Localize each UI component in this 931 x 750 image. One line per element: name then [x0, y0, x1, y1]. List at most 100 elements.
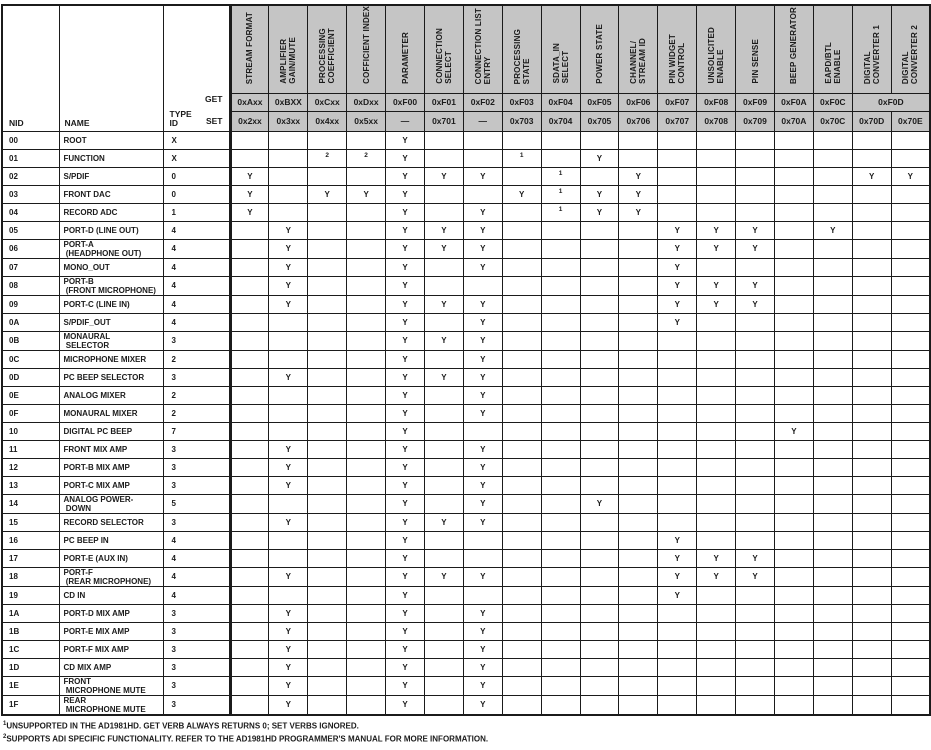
- verb-support-cell: [540, 694, 581, 716]
- type-id-cell: 4: [162, 530, 232, 550]
- table-row: 0A S/PDIF_OUT 4 Y Y Y: [1, 312, 931, 332]
- verb-support-cell: Y: [268, 621, 309, 641]
- verb-support-cell: [268, 421, 309, 441]
- verb-support-cell: Y: [735, 220, 775, 240]
- get-verb-code: 0xF04: [540, 92, 581, 112]
- verb-support-cell: [579, 166, 620, 186]
- type-id-cell: 3: [162, 603, 232, 623]
- verb-support-cell: [540, 148, 581, 168]
- verb-support-cell: [268, 166, 309, 186]
- nid-cell: 17: [1, 548, 60, 568]
- type-id-cell: 3: [162, 639, 232, 659]
- verb-support-cell: Y: [462, 566, 503, 587]
- verb-support-cell: [423, 275, 464, 296]
- verb-support-cell: Y: [812, 220, 853, 240]
- verb-support-cell: 1: [540, 184, 581, 204]
- name-cell: FRONT MICROPHONE MUTE: [58, 675, 164, 696]
- verb-support-cell: [657, 349, 698, 369]
- verb-support-cell: [657, 385, 698, 405]
- type-id-cell: 4: [162, 220, 232, 240]
- verb-support-cell: [696, 457, 737, 477]
- get-verb-code: 0xF01: [423, 92, 464, 112]
- verb-support-cell: [812, 148, 853, 168]
- verb-support-cell: [812, 475, 853, 495]
- get-verb-code: 0xF06: [618, 92, 659, 112]
- verb-support-cell: [423, 130, 464, 150]
- verb-support-cell: [812, 202, 853, 222]
- verb-support-cell: [890, 349, 931, 369]
- name-cell: ANALOG POWER- DOWN: [58, 493, 164, 514]
- set-verb-code: 0x708: [696, 110, 737, 132]
- nid-cell: 14: [1, 493, 60, 514]
- verb-support-cell: [268, 403, 309, 423]
- verb-support-cell: [462, 275, 503, 296]
- verb-support-cell: [229, 330, 270, 351]
- verb-support-cell: [229, 585, 270, 605]
- verb-support-cell: [773, 166, 814, 186]
- name-cell: CD IN: [58, 585, 164, 605]
- verb-support-cell: [462, 148, 503, 168]
- verb-support-cell: Y: [579, 148, 620, 168]
- name-cell: PC BEEP IN: [58, 530, 164, 550]
- verb-support-cell: [773, 294, 814, 314]
- verb-support-cell: Y: [385, 257, 425, 277]
- type-id-cell: 3: [162, 512, 232, 532]
- table-row: 0B MONAURAL SELECTOR 3 Y Y Y: [1, 330, 931, 351]
- verb-support-cell: [618, 220, 659, 240]
- type-id-cell: 5: [162, 493, 232, 514]
- verb-support-cell: [346, 493, 387, 514]
- footnote-1-text: UNSUPPORTED IN THE AD1981HD. GET VERB AL…: [6, 721, 359, 731]
- nid-cell: 09: [1, 294, 60, 314]
- verb-support-cell: [501, 621, 542, 641]
- verb-support-cell: [540, 585, 581, 605]
- verb-support-cell: Y: [385, 421, 425, 441]
- verb-support-cell: [540, 457, 581, 477]
- verb-support-cell: Y: [696, 566, 737, 587]
- verb-support-cell: Y: [268, 294, 309, 314]
- verb-support-cell: [773, 548, 814, 568]
- verb-support-cell: Y: [268, 512, 309, 532]
- verb-support-cell: [229, 603, 270, 623]
- verb-support-cell: [423, 349, 464, 369]
- verb-support-cell: [307, 694, 348, 716]
- verb-support-cell: [307, 603, 348, 623]
- verb-support-cell: [618, 493, 659, 514]
- verb-support-cell: Y: [385, 566, 425, 587]
- verb-support-cell: [890, 275, 931, 296]
- name-cell: S/PDIF_OUT: [58, 312, 164, 332]
- name-cell: CD MIX AMP: [58, 657, 164, 677]
- get-row-label: GET: [205, 94, 223, 104]
- verb-support-cell: [890, 566, 931, 587]
- verb-support-cell: [735, 148, 775, 168]
- verb-support-cell: [851, 238, 892, 259]
- verb-support-cell: Y: [385, 657, 425, 677]
- verb-support-cell: [307, 312, 348, 332]
- corner-type-get-set-cell: TYPE ID GET SET: [162, 4, 232, 132]
- column-header-label: STREAM FORMAT: [245, 11, 255, 84]
- set-verb-code: 0x4xx: [307, 110, 348, 132]
- verb-support-cell: [540, 349, 581, 369]
- verb-support-cell: Y: [462, 475, 503, 495]
- verb-support-cell: [501, 294, 542, 314]
- verb-support-cell: [618, 603, 659, 623]
- type-id-cell: 4: [162, 312, 232, 332]
- verb-support-cell: Y: [462, 202, 503, 222]
- column-header-8: SDATA_IN SELECT: [540, 4, 581, 94]
- verb-support-cell: [346, 220, 387, 240]
- verb-support-cell: [540, 548, 581, 568]
- name-cell: PORT-E MIX AMP: [58, 621, 164, 641]
- verb-support-cell: [735, 184, 775, 204]
- verb-support-cell: [268, 530, 309, 550]
- verb-support-cell: [229, 493, 270, 514]
- verb-support-cell: [579, 130, 620, 150]
- verb-support-cell: [657, 439, 698, 459]
- verb-support-cell: [696, 639, 737, 659]
- verb-support-cell: [268, 148, 309, 168]
- type-id-cell: 3: [162, 367, 232, 387]
- verb-support-cell: [423, 548, 464, 568]
- verb-support-cell: [851, 349, 892, 369]
- verb-support-cell: [657, 166, 698, 186]
- verb-support-cell: Y: [385, 639, 425, 659]
- get-verb-code: 0xDxx: [346, 92, 387, 112]
- verb-support-cell: [423, 603, 464, 623]
